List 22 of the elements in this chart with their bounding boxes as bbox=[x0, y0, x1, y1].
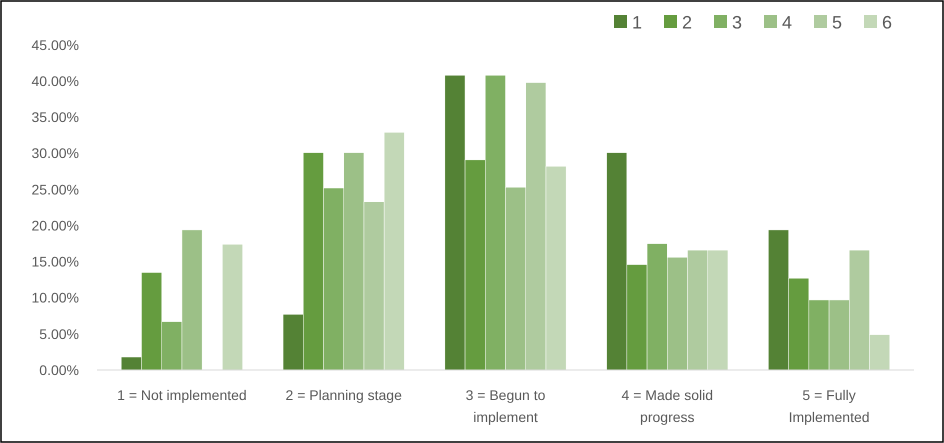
x-tick-label: 1 = Not implemented bbox=[117, 387, 247, 403]
y-tick-label: 40.00% bbox=[32, 73, 79, 90]
y-tick-label: 10.00% bbox=[32, 290, 79, 306]
y-tick-label: 35.00% bbox=[32, 109, 79, 126]
x-tick-label: 5 = Fully Implemented bbox=[788, 387, 870, 425]
legend-label: 2 bbox=[682, 12, 692, 32]
x-tick-label: 2 = Planning stage bbox=[286, 387, 402, 403]
legend-label: 5 bbox=[832, 12, 842, 32]
y-tick-label: 30.00% bbox=[32, 145, 79, 162]
legend-label: 3 bbox=[732, 12, 742, 32]
y-tick-label: 5.00% bbox=[39, 326, 79, 342]
y-tick-label: 20.00% bbox=[32, 217, 79, 234]
y-tick-label: 15.00% bbox=[32, 254, 79, 270]
x-tick-label: 4 = Made solid progress bbox=[622, 387, 714, 425]
legend-label: 4 bbox=[782, 12, 792, 32]
legend-label: 6 bbox=[882, 12, 892, 32]
x-tick-label: 3 = Begun to implement bbox=[466, 387, 546, 425]
y-tick-label: 0.00% bbox=[39, 362, 79, 378]
legend-label: 1 bbox=[632, 12, 642, 32]
bar bbox=[222, 244, 243, 370]
y-tick-label: 25.00% bbox=[32, 181, 79, 198]
y-tick-label: 45.00% bbox=[32, 36, 79, 53]
